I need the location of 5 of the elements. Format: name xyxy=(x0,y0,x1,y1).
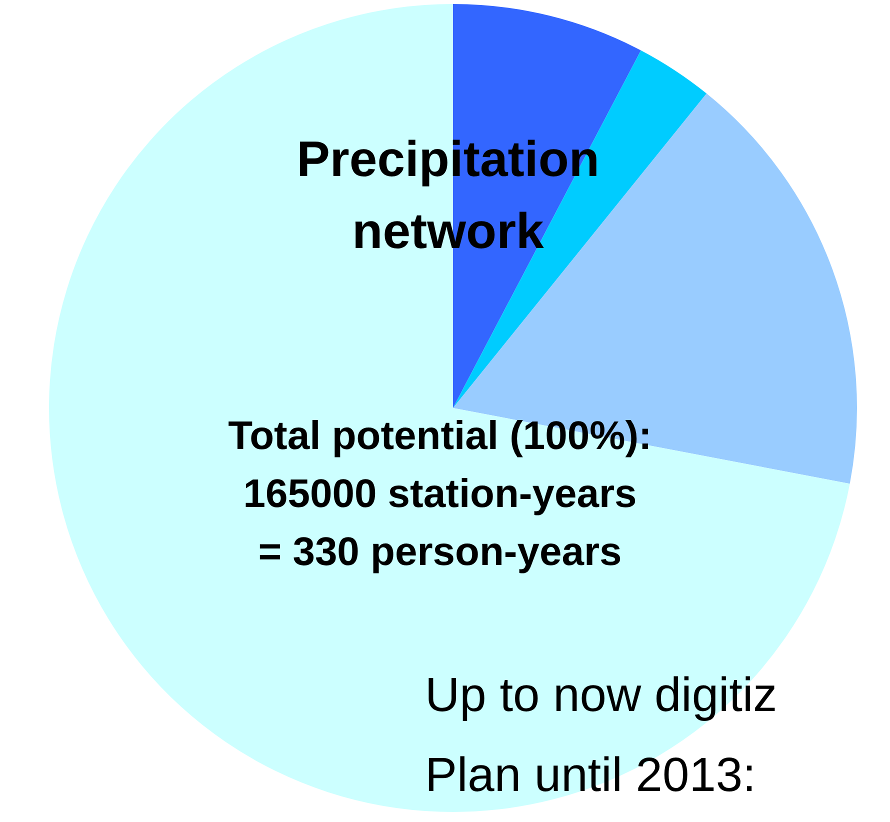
text: Up to now digitiz xyxy=(425,669,778,722)
text: 165000 station-years xyxy=(243,472,637,516)
text: Total potential (100%): xyxy=(228,414,652,458)
text: = 330 person-years xyxy=(258,530,622,574)
text: Plan until 2013: xyxy=(425,749,756,802)
